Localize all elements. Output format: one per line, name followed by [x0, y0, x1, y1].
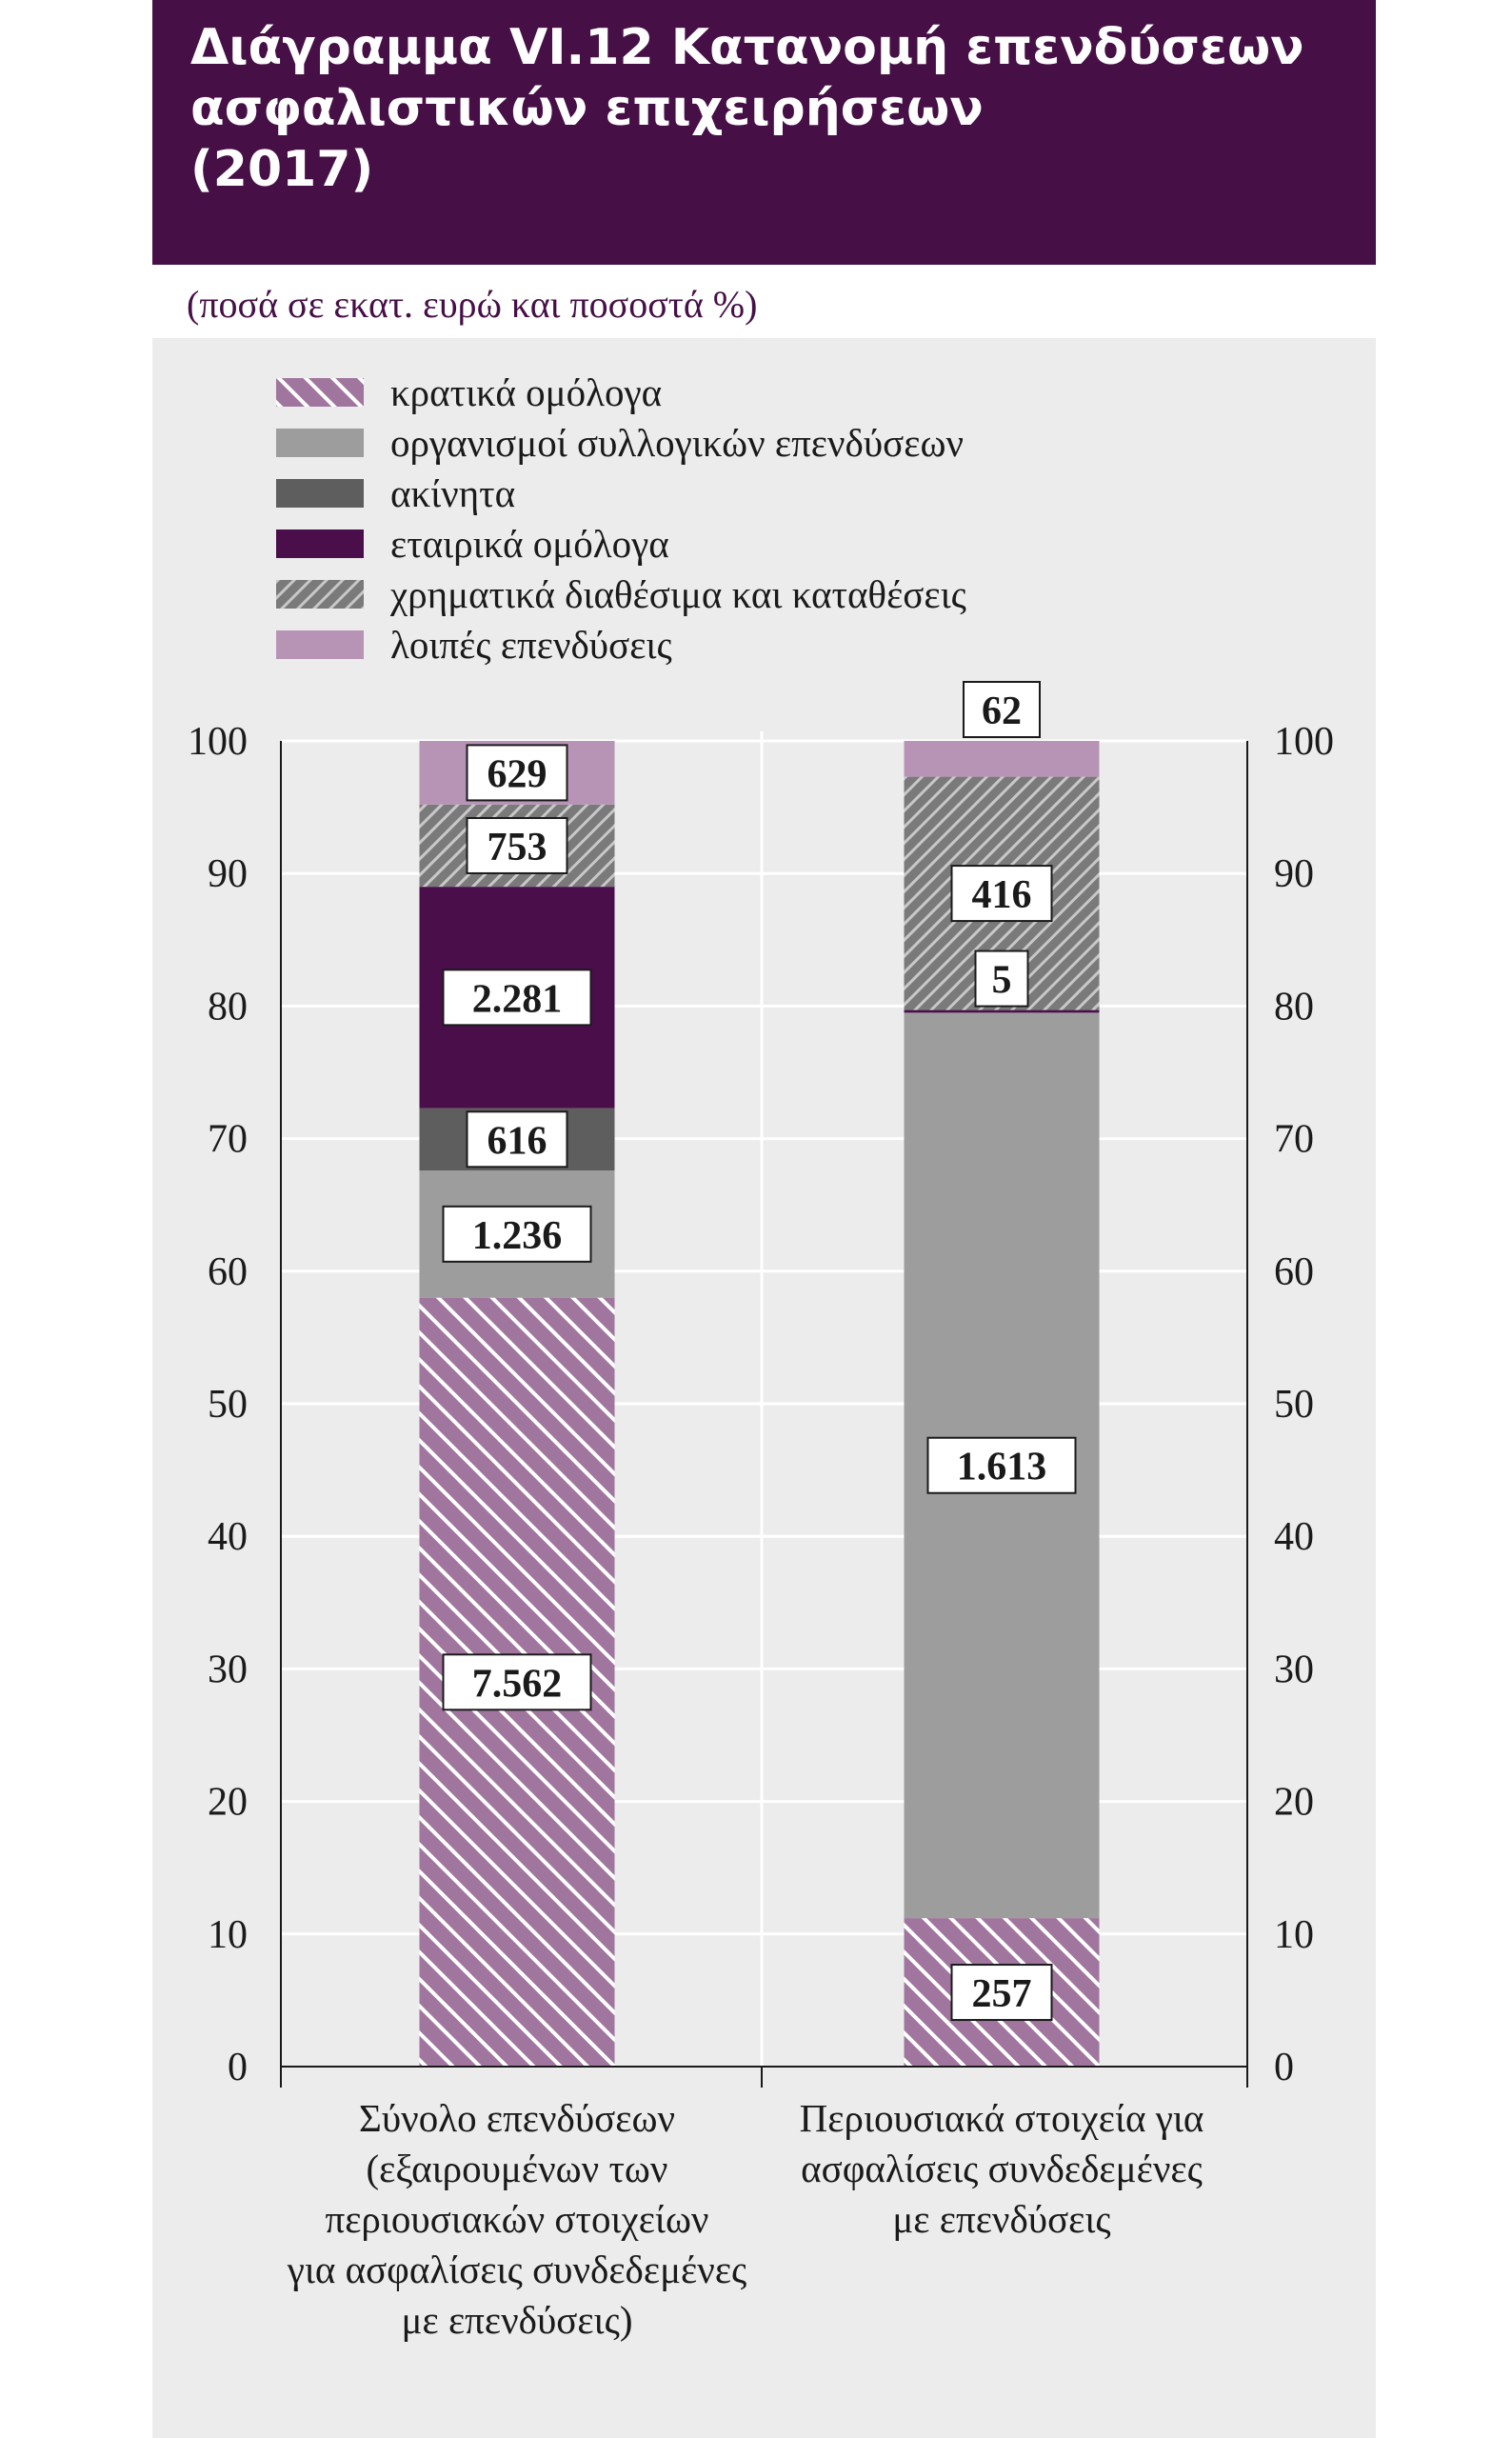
gray-swatch-icon	[276, 428, 364, 457]
y-tick-label-right: 20	[1274, 1781, 1314, 1825]
legend-label: ακίνητα	[390, 470, 516, 515]
y-tick-label-right: 90	[1274, 852, 1314, 896]
bar-segment-corp-bonds	[904, 1009, 1100, 1013]
y-tick-label-right: 50	[1274, 1383, 1314, 1427]
chart-title-line-2: ασφαλιστικών επιχειρήσεων	[190, 80, 984, 137]
legend: κρατικά ομόλογα οργανισμοί συλλογικών επ…	[276, 367, 966, 669]
crosshatched-gray-swatch-icon	[276, 579, 364, 609]
y-tick-label-right: 0	[1274, 2046, 1294, 2089]
data-label-box	[974, 949, 1029, 1008]
data-label: 1.613	[957, 1446, 1047, 1489]
data-label: 257	[972, 1972, 1032, 2016]
y-tick-label-left: 70	[208, 1118, 248, 1162]
hatched-mauve-swatch-icon	[276, 377, 364, 407]
data-label-box	[466, 1110, 568, 1169]
data-label: 7.562	[472, 1662, 563, 1706]
light-mauve-swatch-icon	[276, 629, 364, 659]
data-label-box	[466, 816, 568, 874]
y-tick-label-left: 60	[208, 1250, 248, 1294]
data-label: 616	[487, 1119, 547, 1163]
y-tick-label-left: 80	[208, 985, 248, 1029]
y-tick-label-left: 90	[208, 852, 248, 896]
legend-label: χρηματικά διαθέσιμα και καταθέσεις	[390, 571, 966, 616]
legend-item-real-estate: ακίνητα	[276, 468, 966, 518]
y-tick-label-right: 80	[1274, 985, 1314, 1029]
data-label-box	[963, 681, 1041, 738]
x-category-label-line: περιουσιακών στοιχείων	[325, 2197, 709, 2241]
data-label: 62	[982, 689, 1022, 733]
chart-subtitle: (ποσά σε εκατ. ευρώ και ποσοστά %)	[187, 283, 758, 326]
x-category-label-line: για ασφαλίσεις συνδεδεμένες	[287, 2248, 747, 2291]
x-category-label: Σύνολο επενδύσεων (εξαιρουμένων των περιου…	[269, 2093, 765, 2346]
x-category-label-line: με επενδύσεις	[892, 2197, 1111, 2241]
data-label-box	[926, 1436, 1077, 1494]
x-category-label-line: Περιουσιακά στοιχεία για	[799, 2096, 1204, 2140]
y-tick-label-left: 30	[208, 1648, 248, 1691]
legend-item-corp-bonds: εταιρικά ομόλογα	[276, 518, 966, 569]
dark-purple-swatch-icon	[276, 529, 364, 558]
data-labels: 7.562 1.236 616 2.281 753 629 257 1.613 5 416 62	[442, 681, 1077, 2022]
data-label: 2.281	[472, 977, 563, 1021]
y-tick-label-right: 70	[1274, 1118, 1314, 1162]
y-tick-label-right: 10	[1274, 1913, 1314, 1957]
data-label-box	[950, 865, 1053, 923]
x-category-label-line: Σύνολο επενδύσεων	[359, 2096, 675, 2140]
y-tick-label-left: 0	[228, 2046, 248, 2089]
data-label: 5	[992, 959, 1012, 1003]
legend-item-funds: οργανισμοί συλλογικών επενδύσεων	[276, 417, 966, 468]
data-label-box	[442, 1653, 592, 1711]
legend-label: εταιρικά ομόλογα	[390, 521, 669, 566]
data-label-box	[442, 969, 592, 1027]
x-category-label: Περιουσιακά στοιχεία για ασφαλίσεις συνδε…	[754, 2093, 1249, 2245]
chart-title-block: Διάγραμμα VI.12 Κατανομή επενδύσεων ασφα…	[152, 0, 1376, 265]
y-tick-label-left: 10	[208, 1913, 248, 1957]
y-tick-label-right: 100	[1274, 720, 1334, 764]
legend-label: κρατικά ομόλογα	[390, 370, 663, 414]
x-category-label-line: (εξαιρουμένων των	[366, 2147, 668, 2190]
data-label-box	[950, 1964, 1053, 2022]
data-label: 753	[487, 826, 547, 869]
chart-title-line-3: (2017)	[190, 141, 374, 198]
y-tick-label-left: 50	[208, 1383, 248, 1427]
data-label-box	[442, 1205, 592, 1263]
y-tick-label-left: 100	[188, 720, 248, 764]
data-label: 416	[972, 873, 1032, 917]
bar-segment-other	[904, 741, 1100, 777]
chart-title-line-1: Διάγραμμα VI.12 Κατανομή επενδύσεων	[190, 19, 1304, 76]
legend-item-cash: χρηματικά διαθέσιμα και καταθέσεις	[276, 569, 966, 619]
data-label-box	[466, 744, 568, 802]
y-tick-label-left: 40	[208, 1515, 248, 1559]
y-tick-label-right: 40	[1274, 1515, 1314, 1559]
plot-background	[152, 338, 1376, 2438]
x-category-label-line: με επενδύσεις)	[401, 2298, 633, 2342]
y-tick-label-right: 30	[1274, 1648, 1314, 1691]
legend-item-gov-bonds: κρατικά ομόλογα	[276, 367, 966, 417]
legend-label: λοιπές επενδύσεις	[390, 622, 672, 667]
legend-item-other: λοιπές επενδύσεις	[276, 619, 966, 669]
legend-label: οργανισμοί συλλογικών επενδύσεων	[390, 420, 965, 465]
x-category-label-line: ασφαλίσεις συνδεδεμένες	[801, 2147, 1203, 2190]
data-label: 1.236	[472, 1214, 563, 1258]
y-tick-label-left: 20	[208, 1781, 248, 1825]
y-tick-label-right: 60	[1274, 1250, 1314, 1294]
data-label: 629	[487, 752, 547, 796]
dark-gray-swatch-icon	[276, 478, 364, 508]
axes: 0 0 10 10 20 20 30 30 40 40 50 50 60 60 70 70 80 80 90 90 10…	[188, 720, 1334, 2089]
